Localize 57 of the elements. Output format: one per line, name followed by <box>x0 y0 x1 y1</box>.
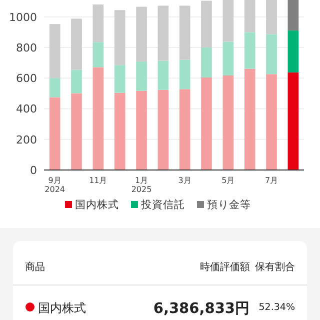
bar <box>179 6 190 60</box>
bar <box>71 93 82 170</box>
y-tick-label: 600 <box>16 72 37 86</box>
y-tick-label: 200 <box>16 133 37 146</box>
x-tick-label: 11月 <box>89 176 108 185</box>
y-tick-label: 400 <box>16 102 37 116</box>
bar <box>49 78 60 98</box>
bar <box>114 65 126 93</box>
bar <box>244 0 256 32</box>
bar <box>266 0 277 34</box>
bar <box>222 42 234 76</box>
bar <box>266 74 277 170</box>
text: 時価評価額 <box>200 261 250 273</box>
legend-label: 国内株式 <box>75 198 119 211</box>
bar <box>71 70 82 94</box>
bar <box>158 6 169 61</box>
bar <box>158 60 169 90</box>
bar <box>244 68 256 170</box>
x-tick-label: 7月 <box>264 176 278 185</box>
bar <box>136 62 147 91</box>
legend-label: 預り金等 <box>207 199 251 211</box>
bar <box>114 10 126 66</box>
bar <box>92 67 104 170</box>
bar <box>71 18 82 70</box>
bar <box>266 34 277 74</box>
bar <box>136 90 147 170</box>
y-tick-label: 1000 <box>9 10 37 24</box>
text: 52.34% <box>258 302 295 313</box>
bar <box>288 72 299 170</box>
bar <box>49 24 60 78</box>
x-tick-label: 1月 2025 <box>131 176 152 194</box>
bar <box>201 47 212 78</box>
bar <box>114 92 126 170</box>
bar <box>288 30 299 72</box>
bar <box>222 0 234 42</box>
bar <box>179 60 190 90</box>
text: 国内株式 <box>38 301 86 315</box>
bar <box>179 89 190 170</box>
text: 商品 <box>25 261 45 273</box>
bar <box>288 0 299 30</box>
legend-label: 投資信託 <box>140 198 185 211</box>
text: 保有割合 <box>255 261 295 273</box>
x-tick-label: 9月 2024 <box>44 176 66 194</box>
bar <box>158 90 169 170</box>
bar <box>201 0 212 48</box>
x-tick-label: 5月 <box>222 176 235 185</box>
y-tick-label: 800 <box>16 41 37 54</box>
bar <box>49 97 60 170</box>
text: 6,386,833円 <box>153 301 250 317</box>
bar <box>92 42 104 68</box>
bar <box>222 76 234 170</box>
bar <box>92 4 104 42</box>
bar <box>244 32 256 69</box>
bar <box>201 77 212 170</box>
y-tick-label: 0 <box>30 164 37 177</box>
bar <box>136 6 147 62</box>
x-tick-label: 3月 <box>178 176 192 185</box>
